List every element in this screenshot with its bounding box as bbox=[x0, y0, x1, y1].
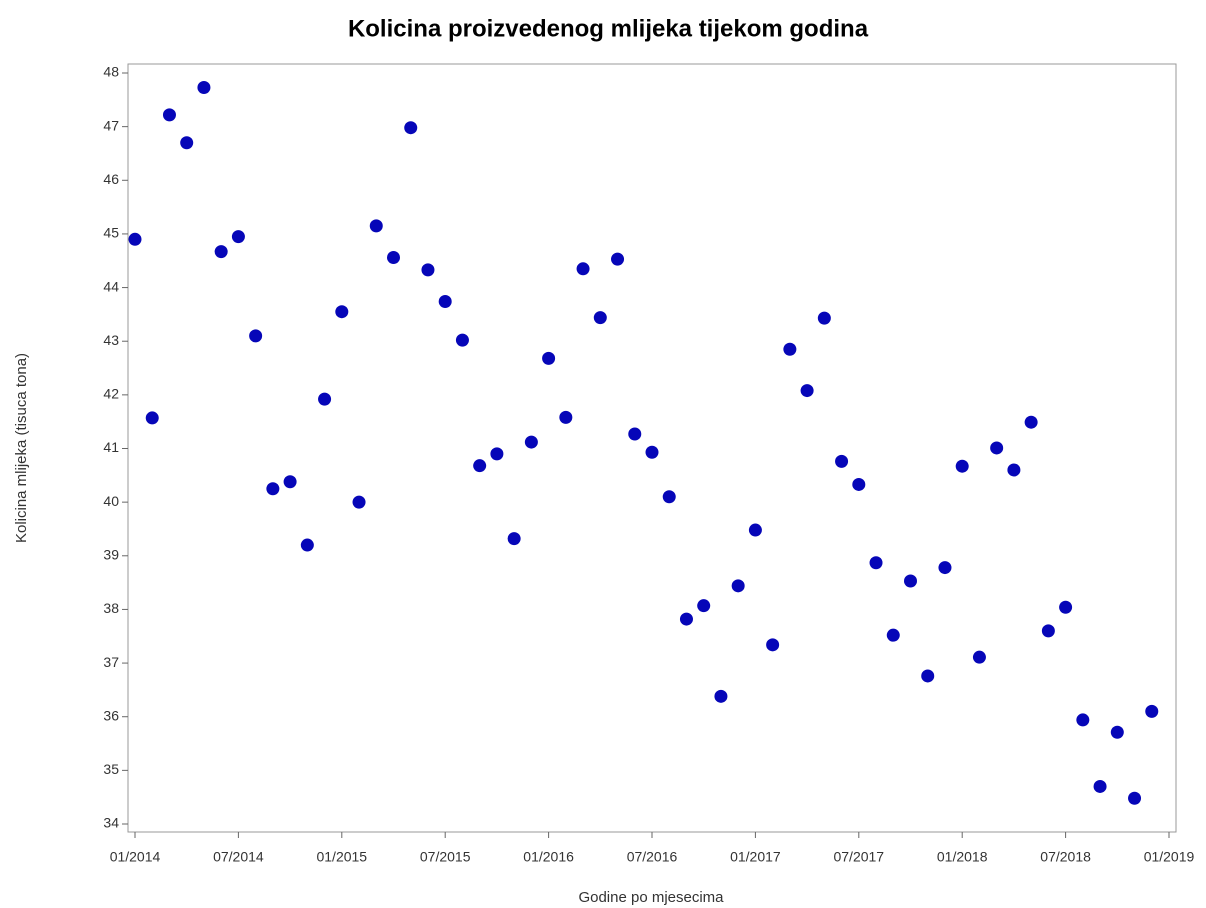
point bbox=[611, 252, 625, 266]
y-tick-label: 44 bbox=[103, 278, 119, 294]
point bbox=[300, 538, 314, 552]
point bbox=[731, 579, 745, 593]
point bbox=[593, 311, 607, 325]
point bbox=[438, 295, 452, 309]
point bbox=[679, 612, 693, 626]
x-tick-label: 07/2016 bbox=[627, 849, 678, 865]
point bbox=[283, 475, 297, 489]
y-tick-label: 48 bbox=[103, 64, 119, 80]
y-tick-label: 46 bbox=[103, 171, 119, 187]
point bbox=[559, 410, 573, 424]
point bbox=[473, 459, 487, 473]
y-tick-label: 42 bbox=[103, 386, 119, 402]
point bbox=[1145, 704, 1159, 718]
point bbox=[1024, 415, 1038, 429]
y-axis-label: Kolicina mlijeka (tisuca tona) bbox=[13, 353, 30, 543]
point bbox=[783, 342, 797, 356]
x-tick-label: 01/2017 bbox=[730, 849, 781, 865]
point bbox=[645, 445, 659, 459]
y-tick-label: 36 bbox=[103, 707, 119, 723]
point bbox=[231, 230, 245, 244]
point bbox=[1128, 791, 1142, 805]
x-tick-label: 01/2015 bbox=[316, 849, 367, 865]
x-tick-label: 01/2019 bbox=[1144, 849, 1195, 865]
point bbox=[1110, 725, 1124, 739]
point bbox=[835, 454, 849, 468]
point bbox=[335, 305, 349, 319]
point bbox=[352, 495, 366, 509]
x-tick-label: 07/2014 bbox=[213, 849, 264, 865]
y-tick-label: 37 bbox=[103, 654, 119, 670]
x-tick-label: 07/2015 bbox=[420, 849, 471, 865]
point bbox=[128, 232, 142, 246]
y-tick-label: 38 bbox=[103, 600, 119, 616]
x-tick-label: 07/2017 bbox=[833, 849, 884, 865]
point bbox=[524, 435, 538, 449]
point bbox=[180, 136, 194, 150]
point bbox=[507, 532, 521, 546]
point bbox=[921, 669, 935, 683]
point bbox=[369, 219, 383, 233]
point bbox=[266, 482, 280, 496]
y-tick-label: 34 bbox=[103, 815, 119, 831]
point bbox=[886, 628, 900, 642]
point bbox=[542, 351, 556, 365]
x-tick-label: 01/2016 bbox=[523, 849, 574, 865]
point bbox=[748, 523, 762, 537]
point bbox=[1007, 463, 1021, 477]
point bbox=[800, 384, 814, 398]
point bbox=[990, 441, 1004, 455]
point bbox=[421, 263, 435, 277]
point bbox=[628, 427, 642, 441]
point bbox=[1076, 713, 1090, 727]
point bbox=[404, 121, 418, 135]
point bbox=[955, 459, 969, 473]
point bbox=[972, 650, 986, 664]
point bbox=[576, 262, 590, 276]
point bbox=[1059, 600, 1073, 614]
point bbox=[817, 311, 831, 325]
y-tick-label: 40 bbox=[103, 493, 119, 509]
point bbox=[904, 574, 917, 588]
x-tick-label: 07/2018 bbox=[1040, 849, 1091, 865]
point bbox=[938, 561, 952, 575]
point bbox=[852, 477, 866, 491]
point bbox=[766, 638, 780, 652]
point bbox=[662, 490, 676, 504]
point bbox=[490, 447, 504, 461]
y-tick-label: 41 bbox=[103, 439, 119, 455]
y-tick-label: 45 bbox=[103, 225, 119, 241]
y-tick-label: 35 bbox=[103, 761, 119, 777]
point bbox=[214, 245, 228, 259]
point bbox=[869, 556, 883, 570]
point bbox=[318, 392, 332, 406]
chart-title: Kolicina proizvedenog mlijeka tijekom go… bbox=[348, 15, 869, 42]
point bbox=[387, 251, 400, 265]
y-tick-label: 47 bbox=[103, 117, 119, 133]
x-tick-label: 01/2018 bbox=[937, 849, 988, 865]
point bbox=[1093, 779, 1107, 793]
point bbox=[1041, 624, 1055, 638]
point bbox=[145, 411, 159, 425]
point bbox=[197, 80, 211, 94]
x-axis-label: Godine po mjesecima bbox=[578, 889, 724, 906]
y-tick-label: 43 bbox=[103, 332, 119, 348]
point bbox=[697, 599, 711, 613]
point bbox=[249, 329, 263, 343]
y-tick-label: 39 bbox=[103, 546, 119, 562]
point bbox=[162, 108, 176, 122]
x-tick-label: 01/2014 bbox=[110, 849, 161, 865]
point bbox=[455, 333, 469, 347]
point bbox=[714, 689, 728, 703]
